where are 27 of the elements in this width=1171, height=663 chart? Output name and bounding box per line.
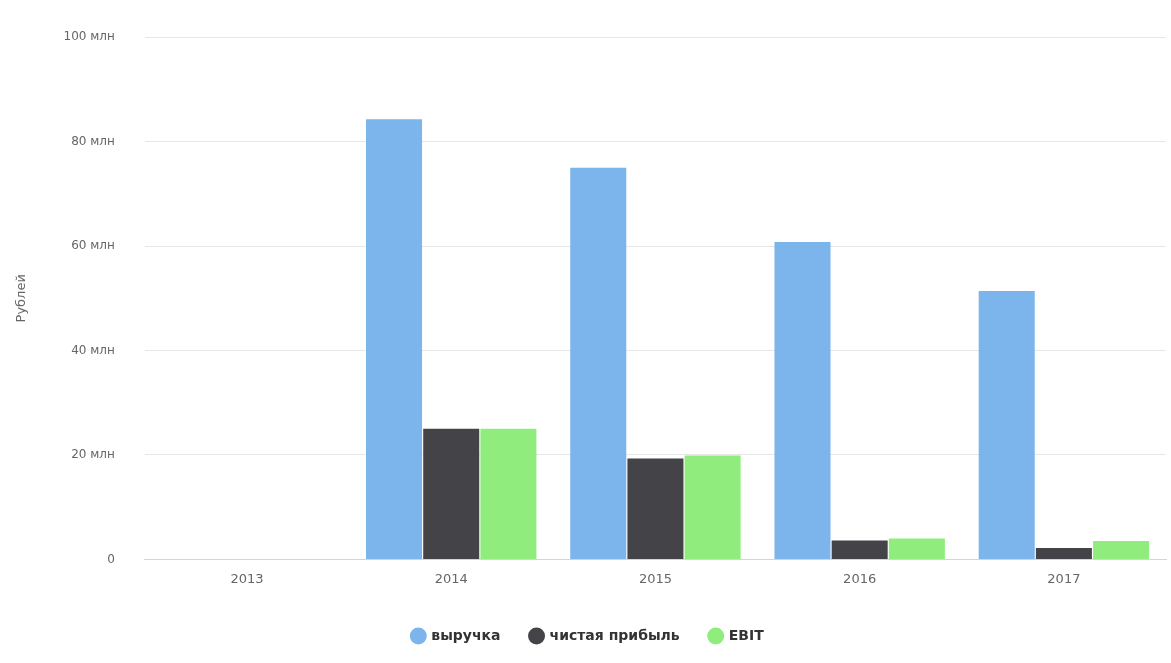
x-tick-label: 2016 <box>843 570 877 586</box>
bar <box>774 241 831 559</box>
bar <box>480 428 537 559</box>
bar <box>1035 547 1092 559</box>
bar <box>423 428 480 559</box>
legend-label: чистая прибыль <box>549 626 680 643</box>
x-tick-label: 2014 <box>434 570 468 586</box>
y-tick-label: 0 <box>107 551 115 566</box>
y-axis-title: Рублей <box>13 274 29 323</box>
bar <box>1093 541 1150 559</box>
bar <box>831 540 888 559</box>
y-tick-label: 20 млн <box>71 447 115 462</box>
x-tick-label: 2013 <box>230 570 264 586</box>
legend-label: EBIT <box>728 626 765 643</box>
y-tick-label: 60 млн <box>71 238 115 253</box>
legend-label: выручка <box>431 626 501 643</box>
y-tick-label: 80 млн <box>71 133 115 148</box>
bar <box>888 538 945 559</box>
y-tick-label: 40 млн <box>71 342 115 357</box>
bar <box>684 455 741 559</box>
x-tick-label: 2015 <box>638 570 672 586</box>
bar <box>627 458 684 559</box>
x-tick-label: 2017 <box>1047 570 1081 586</box>
y-tick-label: 100 млн <box>63 29 115 44</box>
bar <box>366 119 423 559</box>
bar <box>978 290 1035 559</box>
bar <box>570 167 627 559</box>
